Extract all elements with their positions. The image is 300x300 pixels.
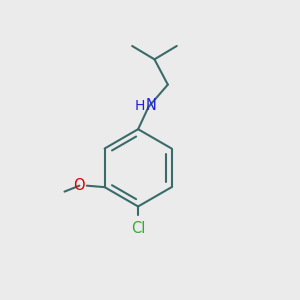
- Text: O: O: [74, 178, 85, 193]
- Text: Cl: Cl: [131, 221, 145, 236]
- Text: N: N: [146, 98, 156, 113]
- Text: H: H: [135, 99, 146, 113]
